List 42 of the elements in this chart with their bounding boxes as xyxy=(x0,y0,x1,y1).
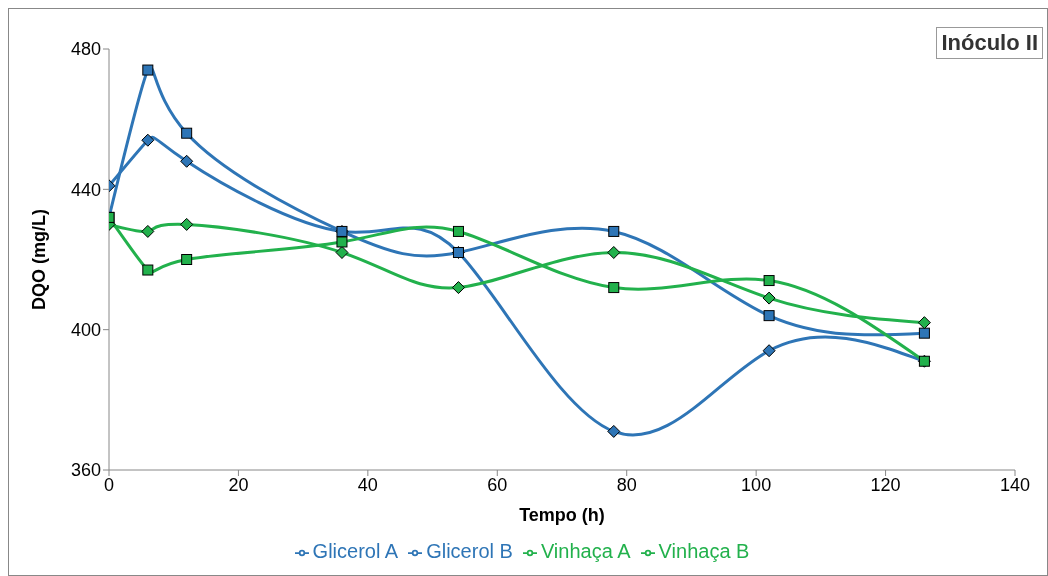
point xyxy=(762,344,776,358)
y-tick-label: 480 xyxy=(70,39,101,60)
x-tick-label: 20 xyxy=(228,474,249,495)
point xyxy=(763,275,775,287)
x-tick-label: 120 xyxy=(870,474,901,495)
y-axis-title: DQO (mg/L) xyxy=(29,209,50,310)
point xyxy=(607,245,621,259)
point xyxy=(181,127,193,139)
annotation: Inóculo II xyxy=(936,27,1043,59)
point xyxy=(336,236,348,248)
point xyxy=(452,225,464,237)
legend-label: Vinhaça B xyxy=(658,540,750,562)
point xyxy=(141,133,155,147)
point xyxy=(451,281,465,295)
x-tick-label: 140 xyxy=(999,474,1031,495)
point xyxy=(181,254,193,265)
point xyxy=(762,291,776,305)
y-tick-label: 440 xyxy=(70,179,101,200)
point xyxy=(142,64,154,76)
x-tick-label: 100 xyxy=(741,474,772,495)
legend-label: Vinhaça A xyxy=(540,540,631,562)
legend-label: Glicerol A xyxy=(312,540,399,562)
legend-label: Glicerol B xyxy=(426,540,513,562)
point xyxy=(452,246,464,258)
point xyxy=(180,217,194,231)
point xyxy=(335,245,349,259)
y-tick-label: 400 xyxy=(70,320,101,341)
point xyxy=(607,424,621,438)
x-tick-label: 0 xyxy=(103,474,115,495)
point xyxy=(142,264,154,276)
x-axis-title: Tempo (h) xyxy=(519,504,605,525)
x-tick-label: 60 xyxy=(487,474,508,495)
point xyxy=(917,316,931,330)
point xyxy=(608,282,620,294)
point xyxy=(763,310,775,322)
point xyxy=(141,224,155,238)
point xyxy=(608,225,620,237)
x-tick-label: 80 xyxy=(616,474,637,495)
y-tick-label: 360 xyxy=(70,460,101,481)
point xyxy=(180,154,194,168)
x-tick-label: 40 xyxy=(357,474,378,495)
point xyxy=(918,327,930,339)
